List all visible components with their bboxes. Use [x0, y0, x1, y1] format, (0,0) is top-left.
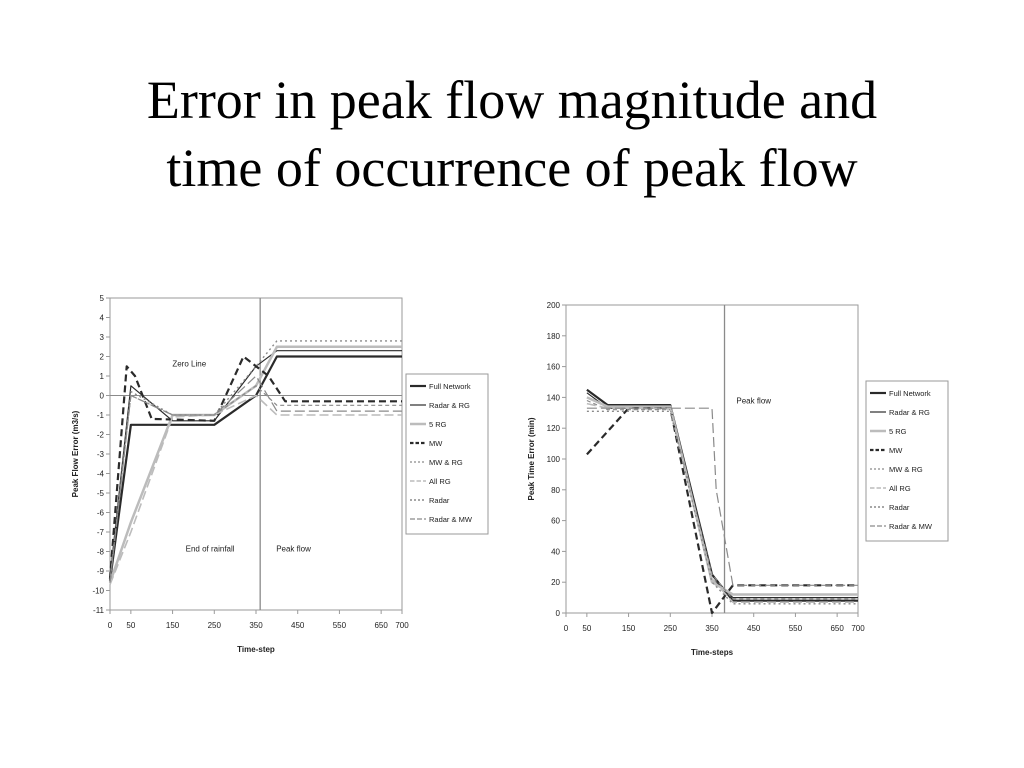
series-line — [109, 385, 402, 581]
y-axis-label: Peak Time Error (min) — [527, 417, 536, 500]
series-line — [109, 340, 402, 581]
legend-entry: Radar & MW — [889, 522, 933, 531]
legend-entry: Radar — [889, 503, 910, 512]
legend-entry: MW & RG — [889, 465, 923, 474]
x-tick-label: 50 — [126, 621, 135, 630]
y-tick-label: 100 — [547, 455, 561, 464]
slide-title-line-1: Error in peak flow magnitude and — [146, 70, 878, 130]
x-tick-label: 700 — [851, 624, 865, 633]
y-tick-label: 180 — [547, 332, 561, 341]
x-tick-label: 450 — [291, 621, 305, 630]
legend-entry: MW — [429, 439, 443, 448]
x-tick-label: 250 — [664, 624, 678, 633]
legend-entry: Radar & RG — [889, 408, 930, 417]
legend-entry: 5 RG — [889, 427, 907, 436]
y-tick-label: -8 — [97, 548, 105, 557]
y-axis-label: Peak Flow Error (m3/s) — [71, 410, 80, 497]
legend-entry: MW & RG — [429, 458, 463, 467]
series-line — [586, 388, 858, 602]
series-line — [586, 392, 858, 599]
legend-box — [865, 380, 949, 542]
x-tick-label: 150 — [166, 621, 180, 630]
y-tick-label: -11 — [93, 606, 105, 615]
y-tick-label: 200 — [547, 301, 561, 310]
series-line — [586, 399, 858, 600]
x-tick-label: 650 — [374, 621, 388, 630]
series-line — [586, 402, 858, 604]
annotation-label: End of rainfall — [186, 545, 235, 554]
series-line — [586, 407, 858, 615]
y-tick-label: -3 — [97, 450, 105, 459]
y-tick-label: 0 — [100, 392, 105, 401]
legend-entry: Radar — [429, 496, 450, 505]
legend-entry: Full Network — [889, 389, 931, 398]
series-line — [108, 355, 402, 581]
y-tick-label: -2 — [97, 431, 105, 440]
y-tick-label: 2 — [100, 353, 105, 362]
series-line — [108, 345, 402, 584]
x-tick-label: 450 — [747, 624, 761, 633]
x-tick-label: 250 — [208, 621, 222, 630]
legend-entry: All RG — [889, 484, 911, 493]
x-axis-label: Time-step — [237, 645, 275, 654]
legend-entry: 5 RG — [429, 420, 447, 429]
legend-entry: All RG — [429, 477, 451, 486]
y-tick-label: -4 — [97, 470, 105, 479]
y-tick-label: -10 — [92, 587, 104, 596]
plot-area — [109, 297, 403, 611]
y-tick-label: 60 — [551, 517, 560, 526]
x-tick-label: 650 — [830, 624, 844, 633]
slide-title-line-2: time of occurrence of peak flow — [166, 138, 858, 198]
x-tick-label: 550 — [789, 624, 803, 633]
y-tick-label: 160 — [547, 363, 561, 372]
series-line — [108, 355, 402, 579]
y-tick-label: 0 — [556, 609, 561, 618]
y-tick-label: 5 — [100, 294, 105, 303]
series-line — [109, 394, 402, 585]
legend-entry: Radar & MW — [429, 515, 473, 524]
y-tick-label: 140 — [547, 393, 561, 402]
y-tick-label: 120 — [547, 424, 561, 433]
series-line — [109, 375, 402, 583]
x-tick-label: 700 — [395, 621, 409, 630]
y-tick-label: 80 — [551, 486, 560, 495]
y-tick-label: -7 — [97, 528, 105, 537]
x-tick-label: 550 — [333, 621, 347, 630]
annotation-label: Peak flow — [736, 397, 771, 406]
legend-entry: Full Network — [429, 382, 471, 391]
y-tick-label: 20 — [551, 578, 560, 587]
x-tick-label: 0 — [108, 621, 113, 630]
x-tick-label: 350 — [705, 624, 719, 633]
series-line — [586, 396, 858, 596]
x-tick-label: 0 — [564, 624, 569, 633]
y-tick-label: 40 — [551, 547, 560, 556]
y-tick-label: -1 — [97, 411, 105, 420]
x-tick-label: 50 — [582, 624, 591, 633]
legend-entry: MW — [889, 446, 903, 455]
x-tick-label: 150 — [622, 624, 636, 633]
legend-entry: Radar & RG — [429, 401, 470, 410]
x-tick-label: 350 — [249, 621, 263, 630]
y-tick-label: -9 — [97, 567, 105, 576]
series-line — [586, 407, 858, 586]
annotation-label: Zero Line — [172, 359, 206, 368]
y-tick-label: 4 — [100, 314, 105, 323]
plot-area — [565, 304, 859, 614]
y-tick-label: -6 — [97, 509, 105, 518]
legend-box — [405, 373, 489, 535]
x-axis-label: Time-steps — [691, 648, 734, 657]
slide-title: Error in peak flow magnitude and time of… — [0, 66, 1024, 202]
annotation-label: Peak flow — [276, 545, 311, 554]
y-tick-label: -5 — [97, 489, 105, 498]
y-tick-label: 1 — [100, 372, 105, 381]
y-tick-label: 3 — [100, 333, 105, 342]
series-line — [586, 410, 858, 605]
